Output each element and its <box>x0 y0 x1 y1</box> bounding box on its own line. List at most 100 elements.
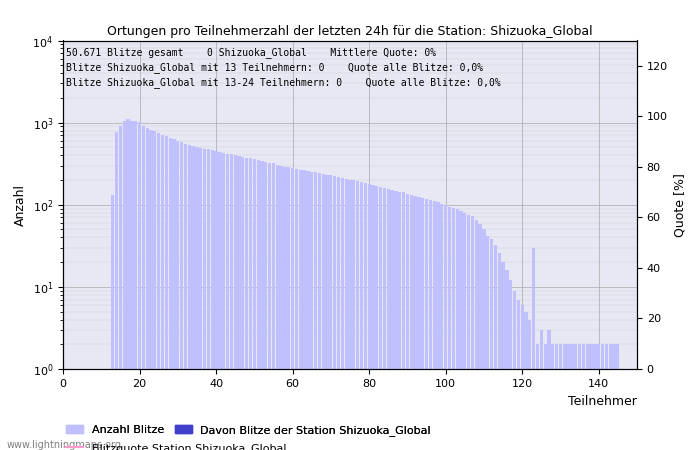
Bar <box>505 270 508 450</box>
Bar <box>115 132 118 450</box>
Bar <box>218 152 221 450</box>
Text: 50.671 Blitze gesamt    0 Shizuoka_Global    Mittlere Quote: 0%
Blitze Shizuoka_: 50.671 Blitze gesamt 0 Shizuoka_Global M… <box>66 47 500 88</box>
Bar <box>184 144 187 450</box>
Bar <box>321 174 325 450</box>
Text: www.lightningmaps.org: www.lightningmaps.org <box>7 440 122 450</box>
Bar <box>414 196 416 450</box>
Bar <box>192 146 195 450</box>
Bar <box>371 185 374 450</box>
Bar <box>425 199 428 450</box>
Bar <box>528 320 531 450</box>
Bar <box>375 186 379 450</box>
Bar <box>161 135 164 450</box>
Bar <box>349 180 351 450</box>
Bar <box>386 189 390 450</box>
Bar <box>589 344 593 450</box>
Bar <box>149 130 153 450</box>
Bar <box>276 165 279 450</box>
Bar <box>206 149 210 450</box>
Bar <box>394 191 398 450</box>
Bar <box>521 305 524 450</box>
Bar <box>299 170 302 450</box>
Bar <box>501 262 505 450</box>
Bar <box>616 344 620 450</box>
Bar <box>141 126 145 450</box>
Bar <box>559 344 562 450</box>
Bar <box>428 200 432 450</box>
Bar <box>467 215 470 450</box>
Bar <box>230 154 233 450</box>
Bar <box>295 169 298 450</box>
Bar <box>410 194 413 450</box>
Bar <box>199 148 202 450</box>
Bar <box>494 245 497 450</box>
Bar <box>597 344 601 450</box>
Bar <box>352 180 356 450</box>
Bar <box>337 177 340 450</box>
Bar <box>612 344 616 450</box>
Bar <box>146 128 149 450</box>
Legend: Blitzquote Station Shizuoka_Global: Blitzquote Station Shizuoka_Global <box>62 438 290 450</box>
Bar <box>268 163 272 450</box>
Bar <box>188 145 191 450</box>
Bar <box>543 344 547 450</box>
Bar <box>574 344 578 450</box>
Bar <box>360 182 363 450</box>
Bar <box>475 220 478 450</box>
Bar <box>436 202 440 450</box>
Bar <box>157 133 160 450</box>
Bar <box>222 153 225 450</box>
Bar <box>119 126 122 450</box>
Bar <box>524 311 528 450</box>
Bar <box>356 181 359 450</box>
Bar <box>256 160 260 450</box>
Bar <box>433 201 436 450</box>
Bar <box>279 166 283 450</box>
Text: Teilnehmer: Teilnehmer <box>568 395 637 408</box>
Bar <box>130 121 134 450</box>
Bar <box>195 147 199 450</box>
Bar <box>344 179 348 450</box>
Bar <box>444 205 447 450</box>
Bar <box>555 344 559 450</box>
Bar <box>203 148 206 450</box>
Bar <box>383 188 386 450</box>
Bar <box>153 131 157 450</box>
Bar <box>253 159 256 450</box>
Bar <box>582 344 585 450</box>
Bar <box>498 253 501 450</box>
Bar <box>368 184 371 450</box>
Bar <box>211 150 214 450</box>
Bar <box>329 176 332 450</box>
Bar <box>314 172 317 450</box>
Bar <box>214 151 218 450</box>
Bar <box>551 344 554 450</box>
Bar <box>264 162 267 450</box>
Bar <box>341 178 344 450</box>
Bar <box>578 344 581 450</box>
Bar <box>605 344 608 450</box>
Bar <box>237 156 241 450</box>
Bar <box>310 172 314 450</box>
Bar <box>164 136 168 450</box>
Bar <box>471 216 474 450</box>
Bar <box>169 138 172 450</box>
Bar <box>402 193 405 450</box>
Bar <box>287 167 290 450</box>
Bar <box>509 280 512 450</box>
Bar <box>406 194 409 450</box>
Bar <box>517 300 520 450</box>
Bar <box>486 236 489 450</box>
Bar <box>134 121 137 450</box>
Bar <box>456 209 458 450</box>
Bar <box>291 168 294 450</box>
Y-axis label: Anzahl: Anzahl <box>14 184 27 226</box>
Y-axis label: Quote [%]: Quote [%] <box>673 173 687 237</box>
Bar <box>482 230 486 450</box>
Bar <box>459 211 463 450</box>
Bar <box>138 122 141 450</box>
Bar <box>307 171 309 450</box>
Bar <box>272 163 275 450</box>
Legend: Anzahl Blitze, Davon Blitze der Station Shizuoka_Global: Anzahl Blitze, Davon Blitze der Station … <box>62 420 435 440</box>
Bar <box>234 155 237 450</box>
